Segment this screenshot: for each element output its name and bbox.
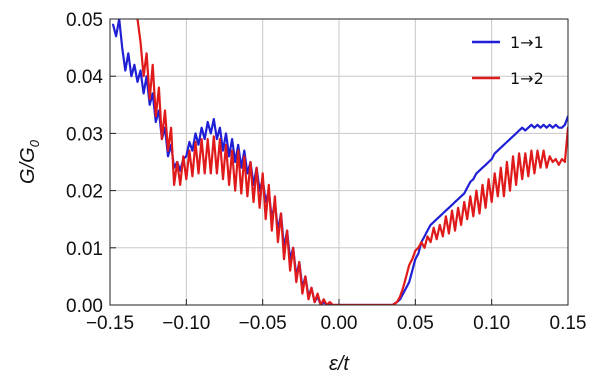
- y-tick-label: 0.00: [66, 296, 103, 317]
- legend-label-1: 1→1: [510, 33, 544, 52]
- y-tick-label: 0.03: [66, 124, 103, 145]
- y-tick-label: 0.05: [66, 10, 103, 31]
- x-tick-label: −0.10: [162, 313, 210, 334]
- y-tick-label: 0.01: [66, 239, 103, 260]
- x-tick-label: −0.05: [239, 313, 287, 334]
- x-tick-label: 0.00: [321, 313, 358, 334]
- y-tick-label: 0.04: [66, 67, 103, 88]
- y-axis-title-group: G/G0: [17, 139, 42, 184]
- y-tick-label: 0.02: [66, 182, 103, 203]
- y-axis-title-main: G/G: [17, 147, 39, 184]
- x-axis-title: ε/t: [329, 353, 350, 375]
- x-tick-label: 0.05: [397, 313, 434, 334]
- x-ticks: −0.15 −0.10 −0.05 0.00 0.05 0.10 0.15: [86, 299, 587, 334]
- legend: 1→1 1→2: [472, 33, 544, 88]
- x-tick-label: −0.15: [86, 313, 134, 334]
- series-line-2: [136, 19, 568, 305]
- grid: [110, 19, 568, 305]
- x-tick-label: 0.15: [550, 313, 587, 334]
- legend-label-2: 1→2: [510, 69, 544, 88]
- y-ticks: 0.00 0.01 0.02 0.03 0.04 0.05: [66, 10, 116, 317]
- y-axis-title: G/G0: [17, 139, 42, 184]
- x-tick-label: 0.10: [473, 313, 510, 334]
- series-layer: [111, 19, 568, 305]
- y-axis-title-subscript: 0: [27, 139, 42, 147]
